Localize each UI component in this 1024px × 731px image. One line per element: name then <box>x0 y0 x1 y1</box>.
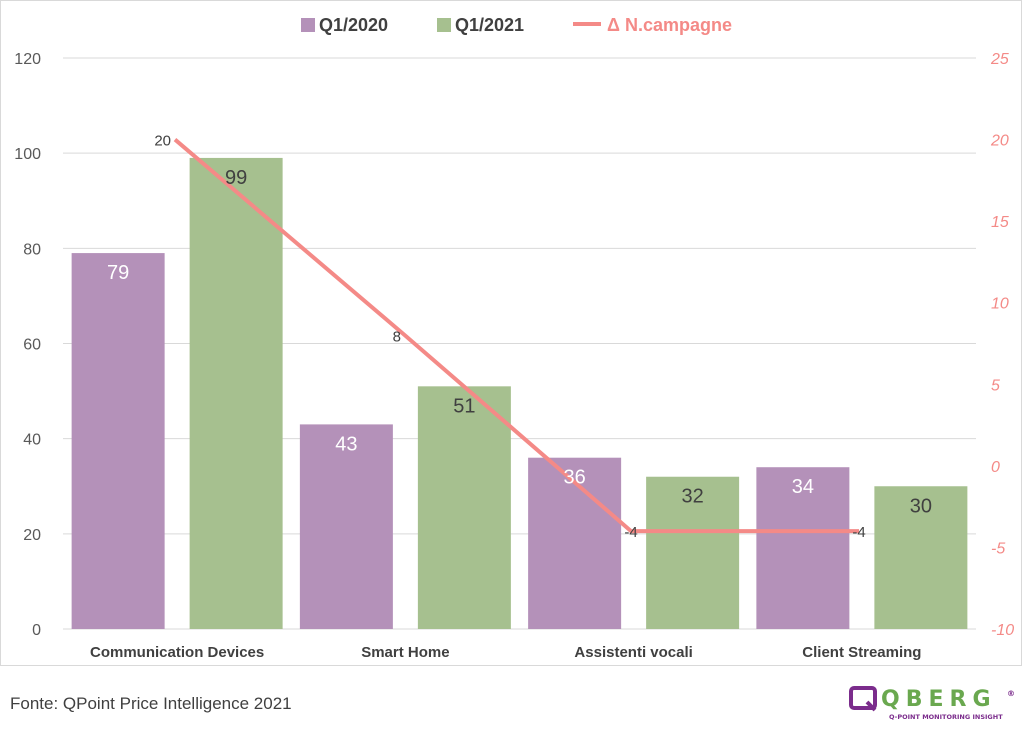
bar <box>874 486 968 629</box>
chart: 0 20 40 60 80 100 120 -10 -5 0 5 10 15 20 25 79 99 43 51… <box>14 15 1014 661</box>
bar <box>71 253 165 629</box>
right-tick-label: 5 <box>991 377 1000 394</box>
category-label: Communication Devices <box>90 644 264 661</box>
right-axis: -10 -5 0 5 10 15 20 25 <box>990 51 1014 639</box>
line-value-label: -4 <box>624 524 637 541</box>
line-value-label: -4 <box>852 524 865 541</box>
logo-registered-mark: ® <box>1007 689 1015 698</box>
legend-swatch <box>301 18 315 32</box>
bar <box>646 476 740 629</box>
bar <box>756 467 850 629</box>
right-tick-label: 20 <box>990 133 1009 150</box>
source-note: Fonte: QPoint Price Intelligence 2021 <box>10 694 292 713</box>
bar-value-label: 36 <box>564 467 586 489</box>
qberg-logo: QBERG Q-POINT MONITORING INSIGHT ® <box>849 686 1015 722</box>
bar <box>299 424 393 629</box>
right-tick-label: -5 <box>991 540 1005 557</box>
category-labels: Communication Devices Smart Home Assistent… <box>90 644 921 661</box>
line-value-label: 20 <box>154 133 171 150</box>
legend-label: Q1/2020 <box>319 15 388 35</box>
logo-tagline: Q-POINT MONITORING INSIGHT <box>889 713 1003 721</box>
left-tick-label: 100 <box>14 146 41 163</box>
bar-value-label: 32 <box>682 486 704 508</box>
bar-value-label: 99 <box>225 167 247 189</box>
data-labels: 79 99 43 51 36 32 34 30 20 8 -4 -4 <box>107 133 932 542</box>
bar-value-label: 30 <box>910 495 932 517</box>
bar-value-label: 79 <box>107 262 129 284</box>
legend-label: Δ N.campagne <box>607 15 732 35</box>
category-label: Smart Home <box>361 644 449 661</box>
left-tick-label: 60 <box>23 337 41 354</box>
bar <box>189 157 283 630</box>
legend: Q1/2020 Q1/2021 Δ N.campagne <box>301 15 732 35</box>
bar <box>528 457 622 629</box>
left-tick-label: 40 <box>23 432 41 449</box>
left-axis: 0 20 40 60 80 100 120 <box>14 51 41 639</box>
right-tick-label: 10 <box>991 296 1009 313</box>
delta-line <box>173 138 859 534</box>
left-tick-label: 80 <box>23 241 41 258</box>
left-tick-label: 20 <box>23 527 41 544</box>
bar-value-label: 43 <box>335 433 357 455</box>
left-tick-label: 120 <box>14 51 41 68</box>
bar-value-label: 51 <box>453 395 475 417</box>
bar-value-label: 34 <box>792 476 814 498</box>
bar <box>417 386 511 629</box>
logo-word: QBERG <box>881 687 997 712</box>
left-tick-label: 0 <box>32 622 41 639</box>
delta-line-path <box>173 138 859 534</box>
right-tick-label: 15 <box>991 214 1009 231</box>
bars <box>71 157 968 630</box>
line-value-label: 8 <box>393 328 401 345</box>
legend-swatch <box>437 18 451 32</box>
right-tick-label: 25 <box>990 51 1009 68</box>
right-tick-label: -10 <box>991 622 1014 639</box>
right-tick-label: 0 <box>991 459 1000 476</box>
chart-frame: 0 20 40 60 80 100 120 -10 -5 0 5 10 15 20 25 79 99 43 51… <box>0 0 1022 666</box>
category-label: Client Streaming <box>802 644 921 661</box>
category-label: Assistenti vocali <box>574 644 692 661</box>
legend-label: Q1/2021 <box>455 15 524 35</box>
